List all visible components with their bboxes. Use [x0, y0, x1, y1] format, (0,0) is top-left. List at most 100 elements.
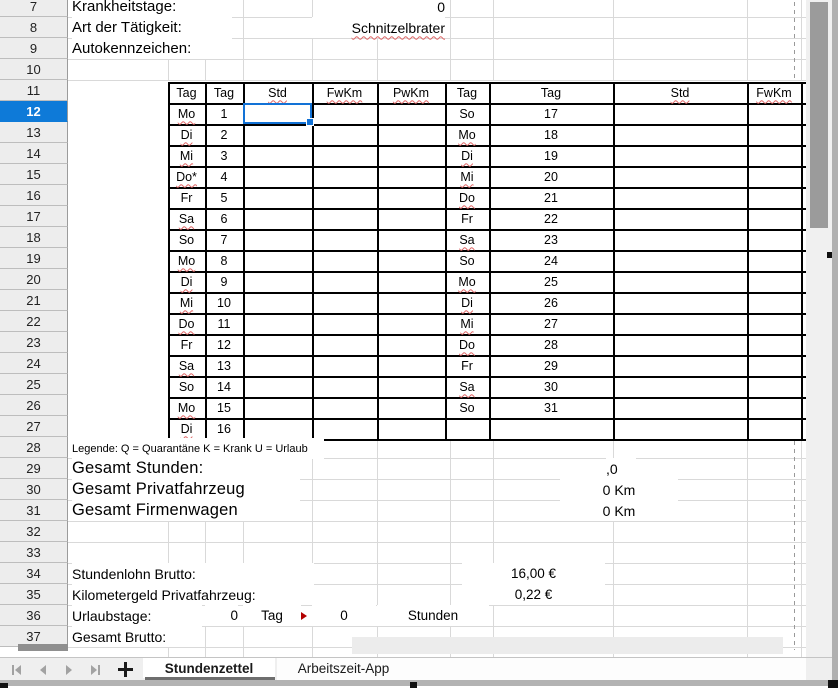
date-right-25[interactable]: 25	[544, 274, 558, 289]
row-header-29[interactable]: 29	[0, 458, 68, 479]
header-left-std-2[interactable]: Std	[268, 85, 287, 100]
row-header-34[interactable]: 34	[0, 563, 68, 584]
row-header-10[interactable]: 10	[0, 59, 68, 80]
date-right-22[interactable]: 22	[544, 211, 558, 226]
date-right-26[interactable]: 26	[544, 295, 558, 310]
cell-krankheitstage-value[interactable]: 0	[377, 0, 445, 17]
total-value-31[interactable]: 0 Km	[560, 500, 678, 521]
row-header-9[interactable]: 9	[0, 38, 68, 59]
date-left-13[interactable]: 13	[217, 358, 231, 373]
row-header-22[interactable]: 22	[0, 311, 68, 332]
date-right-31[interactable]: 31	[544, 400, 558, 415]
row-header-19[interactable]: 19	[0, 248, 68, 269]
cell-autokennzeichen-label[interactable]: Autokennzeichen:	[72, 38, 232, 59]
day-right-23[interactable]: Sa	[459, 232, 475, 247]
row-header-27[interactable]: 27	[0, 416, 68, 437]
row-header-30[interactable]: 30	[0, 479, 68, 500]
rate-label-34[interactable]: Stundenlohn Brutto:	[72, 563, 314, 584]
gross-label[interactable]: Gesamt Brutto:	[72, 626, 202, 647]
add-sheet-button[interactable]	[112, 659, 138, 679]
fill-handle[interactable]	[306, 118, 314, 126]
day-right-20[interactable]: Mi	[460, 169, 474, 184]
row-header-21[interactable]: 21	[0, 290, 68, 311]
day-left-15[interactable]: Mo	[177, 400, 196, 415]
day-left-5[interactable]: Fr	[180, 190, 193, 205]
header-left-fwkm-3[interactable]: FwKm	[326, 85, 363, 100]
date-left-6[interactable]: 6	[220, 211, 228, 226]
day-right-26[interactable]: Di	[461, 295, 473, 310]
last-sheet-button[interactable]	[84, 661, 106, 678]
rate-value-34[interactable]: 16,00 €	[462, 563, 605, 584]
header-right-std-2[interactable]: Std	[670, 85, 690, 100]
cell-taetigkeit-label[interactable]: Art der Tätigkeit:	[72, 17, 232, 38]
vacation-hours-unit[interactable]: Stunden	[377, 605, 489, 626]
day-right-28[interactable]: Do	[459, 337, 475, 352]
row-header-20[interactable]: 20	[0, 269, 68, 290]
row-header-18[interactable]: 18	[0, 227, 68, 248]
day-right-30[interactable]: Sa	[459, 379, 475, 394]
date-right-21[interactable]: 21	[544, 190, 558, 205]
row-header-11[interactable]: 11	[0, 80, 68, 101]
tab-stundenzettel[interactable]: Stundenzettel	[143, 658, 275, 678]
row-header-23[interactable]: 23	[0, 332, 68, 353]
date-right-24[interactable]: 24	[544, 253, 558, 268]
date-right-29[interactable]: 29	[544, 358, 558, 373]
row-header-24[interactable]: 24	[0, 353, 68, 374]
date-right-27[interactable]: 27	[544, 316, 558, 331]
date-left-8[interactable]: 8	[220, 253, 228, 268]
day-right-21[interactable]: Do	[459, 190, 475, 205]
day-left-9[interactable]: Di	[180, 274, 193, 289]
day-left-14[interactable]: So	[178, 379, 195, 394]
day-right-18[interactable]: Mo	[458, 127, 476, 142]
gross-total-cell[interactable]	[352, 637, 783, 654]
date-right-20[interactable]: 20	[544, 169, 558, 184]
day-left-11[interactable]: Do	[178, 316, 195, 331]
total-label-31[interactable]: Gesamt Firmenwagen	[72, 500, 300, 521]
row-header-12[interactable]: 12	[0, 101, 68, 122]
date-right-19[interactable]: 19	[544, 148, 558, 163]
date-left-9[interactable]: 9	[220, 274, 228, 289]
day-left-12[interactable]: Fr	[180, 337, 193, 352]
day-left-3[interactable]: Mi	[179, 148, 194, 163]
date-left-3[interactable]: 3	[220, 148, 228, 163]
row-header-31[interactable]: 31	[0, 500, 68, 521]
day-left-8[interactable]: Mo	[177, 253, 196, 268]
date-right-18[interactable]: 18	[544, 127, 558, 142]
day-left-6[interactable]: Sa	[178, 211, 195, 226]
total-label-29[interactable]: Gesamt Stunden:	[72, 458, 300, 479]
date-right-23[interactable]: 23	[544, 232, 558, 247]
header-left-tag-0[interactable]: Tag	[176, 85, 197, 100]
vertical-scrollbar-thumb[interactable]	[810, 2, 828, 228]
date-left-10[interactable]: 10	[217, 295, 231, 310]
legend-text[interactable]: Legende: Q = Quarantäne K = Krank U = Ur…	[72, 438, 324, 459]
date-left-5[interactable]: 5	[220, 190, 228, 205]
vacation-days-unit[interactable]: Tag	[243, 605, 301, 626]
rate-value-35[interactable]: 0,22 €	[462, 584, 605, 605]
next-sheet-button[interactable]	[58, 661, 80, 678]
date-left-12[interactable]: 12	[217, 337, 231, 352]
sheet-grid[interactable]: 7 8 9 10 11 12 13 14 15 16 17 18 19 20 21 22 23 24 25 26 27 2…	[0, 0, 806, 657]
date-right-30[interactable]: 30	[544, 379, 558, 394]
row-header-14[interactable]: 14	[0, 143, 68, 164]
row-header-16[interactable]: 16	[0, 185, 68, 206]
total-value-30[interactable]: 0 Km	[560, 479, 678, 500]
date-left-7[interactable]: 7	[220, 232, 228, 247]
tab-arbeitszeit-app[interactable]: Arbeitszeit-App	[277, 658, 410, 678]
date-left-11[interactable]: 11	[217, 316, 231, 331]
header-right-tag-1[interactable]: Tag	[540, 85, 562, 100]
row-header-15[interactable]: 15	[0, 164, 68, 185]
row-header-17[interactable]: 17	[0, 206, 68, 227]
row-header-25[interactable]: 25	[0, 374, 68, 395]
day-right-25[interactable]: Mo	[458, 274, 476, 289]
date-left-4[interactable]: 4	[220, 169, 228, 184]
date-right-28[interactable]: 28	[544, 337, 558, 352]
day-left-10[interactable]: Mi	[179, 295, 194, 310]
total-value-29[interactable]: ,0	[606, 458, 636, 479]
rate-label-35[interactable]: Kilometergeld Privatfahrzeug:	[72, 584, 314, 605]
vacation-days[interactable]: 0	[205, 605, 238, 626]
date-right-17[interactable]: 17	[544, 106, 558, 121]
day-right-22[interactable]: Fr	[461, 211, 473, 226]
row-header-32[interactable]: 32	[0, 521, 68, 542]
total-label-30[interactable]: Gesamt Privatfahrzeug	[72, 479, 300, 500]
header-left-tag-1[interactable]: Tag	[213, 85, 235, 100]
